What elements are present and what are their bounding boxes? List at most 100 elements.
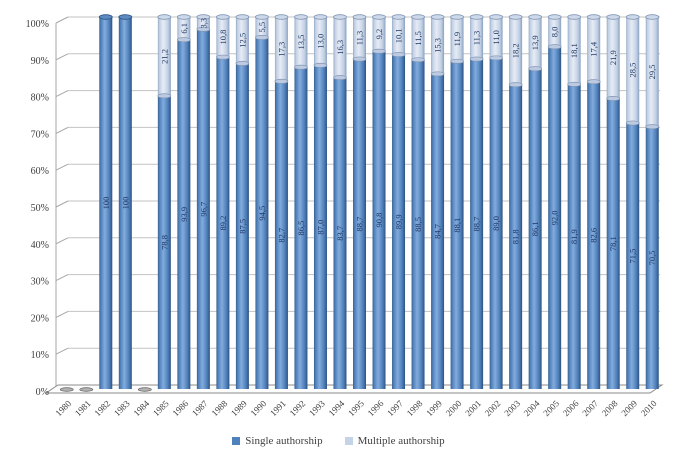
bar-top-cap: [176, 14, 191, 20]
bar-value-label-single: 88,7: [472, 217, 482, 232]
bar-value-labels: 100 100 78,8 21,2 93,9 6,1 96,7 3,3 89,2 10,8 87,5…: [101, 18, 657, 265]
bar-multiple-segment: [313, 17, 327, 66]
bar-single-segment: [450, 61, 464, 389]
bar-segment-junction-cap: [528, 66, 542, 72]
x-axis-label: 1989: [229, 398, 249, 418]
legend-label-multiple: Multiple authorship: [357, 435, 445, 447]
bar-value-label-multiple: 18,2: [511, 43, 521, 58]
bar-top-cap: [333, 14, 347, 20]
x-axis-label: 1988: [210, 398, 230, 418]
bar-top-cap: [547, 14, 562, 20]
bar-value-label-single: 87,0: [315, 220, 325, 235]
bar-top-cap: [508, 14, 523, 20]
bar-1983: [118, 14, 133, 389]
bar-single-segment: [235, 63, 249, 389]
axis-tick-diagonal: [55, 274, 69, 282]
bar-value-label-multiple: 21,9: [608, 50, 618, 65]
bar-segment-junction-cap: [508, 82, 523, 88]
bar-single-segment: [645, 126, 659, 390]
bar-single-segment: [431, 73, 445, 389]
bar-single-segment: [626, 123, 640, 390]
bar-2007: [586, 14, 601, 389]
bar-top-cap: [411, 14, 425, 20]
axis-tick-diagonal: [55, 126, 69, 134]
bar-1982: [98, 14, 113, 389]
bar-2003: [508, 14, 523, 389]
bar-1985: [157, 14, 172, 389]
legend-item-single-authorship: Single authorship: [232, 435, 323, 447]
x-axis-label: 1993: [307, 398, 327, 418]
bar-single-segment: [177, 39, 191, 389]
bar-value-label-single: 93,9: [179, 207, 189, 222]
bar-segment-junction-cap: [313, 62, 328, 68]
bar-single-segment: [216, 57, 230, 390]
bar-multiple-segment: [528, 17, 542, 69]
y-axis-label: 40%: [31, 240, 49, 251]
bar-value-label-multiple: 17,4: [589, 41, 599, 57]
x-axis-label: 1999: [424, 398, 444, 418]
x-axis-label: 1996: [366, 398, 386, 418]
bar-value-label-single: 100: [120, 197, 130, 210]
bar-segment-junction-cap: [333, 75, 347, 81]
bar-2010: [645, 14, 660, 390]
bar-segment-junction-cap: [372, 48, 386, 54]
bar-segment-junction-cap: [411, 57, 425, 63]
bar-single-segment: [548, 46, 562, 389]
bar-value-label-multiple: 16,3: [335, 40, 345, 55]
bar-multiple-segment: [626, 17, 640, 124]
bar-top-cap: [645, 14, 660, 20]
legend-swatch-single-icon: [232, 437, 241, 445]
bar-single-segment: [333, 77, 347, 390]
x-axis-label: 1984: [131, 398, 151, 418]
bar-top-cap: [450, 14, 464, 20]
bar-single-segment: [470, 59, 484, 389]
bar-value-label-multiple: 3,3: [198, 18, 208, 29]
bar-segment-junction-cap: [586, 79, 601, 85]
bar-1981: [79, 387, 94, 392]
bar-top-cap: [391, 14, 406, 20]
axis-tick-diagonal: [55, 90, 69, 98]
axis-tick-diagonal: [55, 16, 69, 24]
bar-value-label-single: 86,1: [530, 221, 540, 236]
bar-1990: [255, 14, 269, 390]
bar-single-segment: [274, 81, 288, 389]
x-axis-label: 2008: [600, 398, 620, 418]
bar-value-label-multiple: 6,1: [179, 23, 189, 34]
bar-value-label-single: 71,5: [628, 249, 638, 264]
bar-multiple-segment: [411, 17, 425, 60]
bar-top-cap: [567, 14, 582, 20]
bar-1994: [333, 14, 347, 390]
bar-top-cap: [489, 14, 504, 20]
bar-multiple-segment: [606, 17, 620, 99]
chart-legend: Single authorship Multiple authorship: [0, 435, 677, 447]
bar-segment-junction-cap: [469, 56, 484, 62]
bar-top-cap: [606, 14, 621, 20]
bar-value-label-multiple: 10,1: [394, 28, 404, 43]
bar-1993: [313, 14, 328, 390]
axis-tick-diagonal: [55, 163, 69, 171]
bar-single-segment: [411, 59, 425, 389]
x-axis-label: 1987: [190, 398, 210, 418]
bar-multiple-segment: [509, 17, 523, 85]
bar-multiple-segment: [450, 17, 464, 62]
bar-segment-junction-cap: [157, 93, 172, 99]
bar-single-segment: [567, 84, 581, 389]
bar-2004: [528, 14, 543, 389]
bar-top-cap: [372, 14, 386, 20]
bar-segment-junction-cap: [645, 124, 660, 130]
bar-single-segment: [255, 37, 269, 390]
bar-segment-junction-cap: [489, 55, 503, 61]
zero-value-marker: [79, 387, 94, 392]
bar-segment-junction-cap: [177, 37, 191, 43]
bar-1984: [137, 387, 152, 392]
bar-single-segment: [294, 67, 308, 389]
bar-segment-junction-cap: [450, 58, 464, 64]
bar-value-label-single: 88,7: [354, 217, 364, 232]
axis-tick-diagonal: [55, 53, 69, 61]
bar-single-segment: [587, 81, 601, 389]
bar-1998: [411, 14, 425, 389]
bar-multiple-segment: [372, 17, 386, 52]
bar-single-segment: [99, 17, 113, 389]
